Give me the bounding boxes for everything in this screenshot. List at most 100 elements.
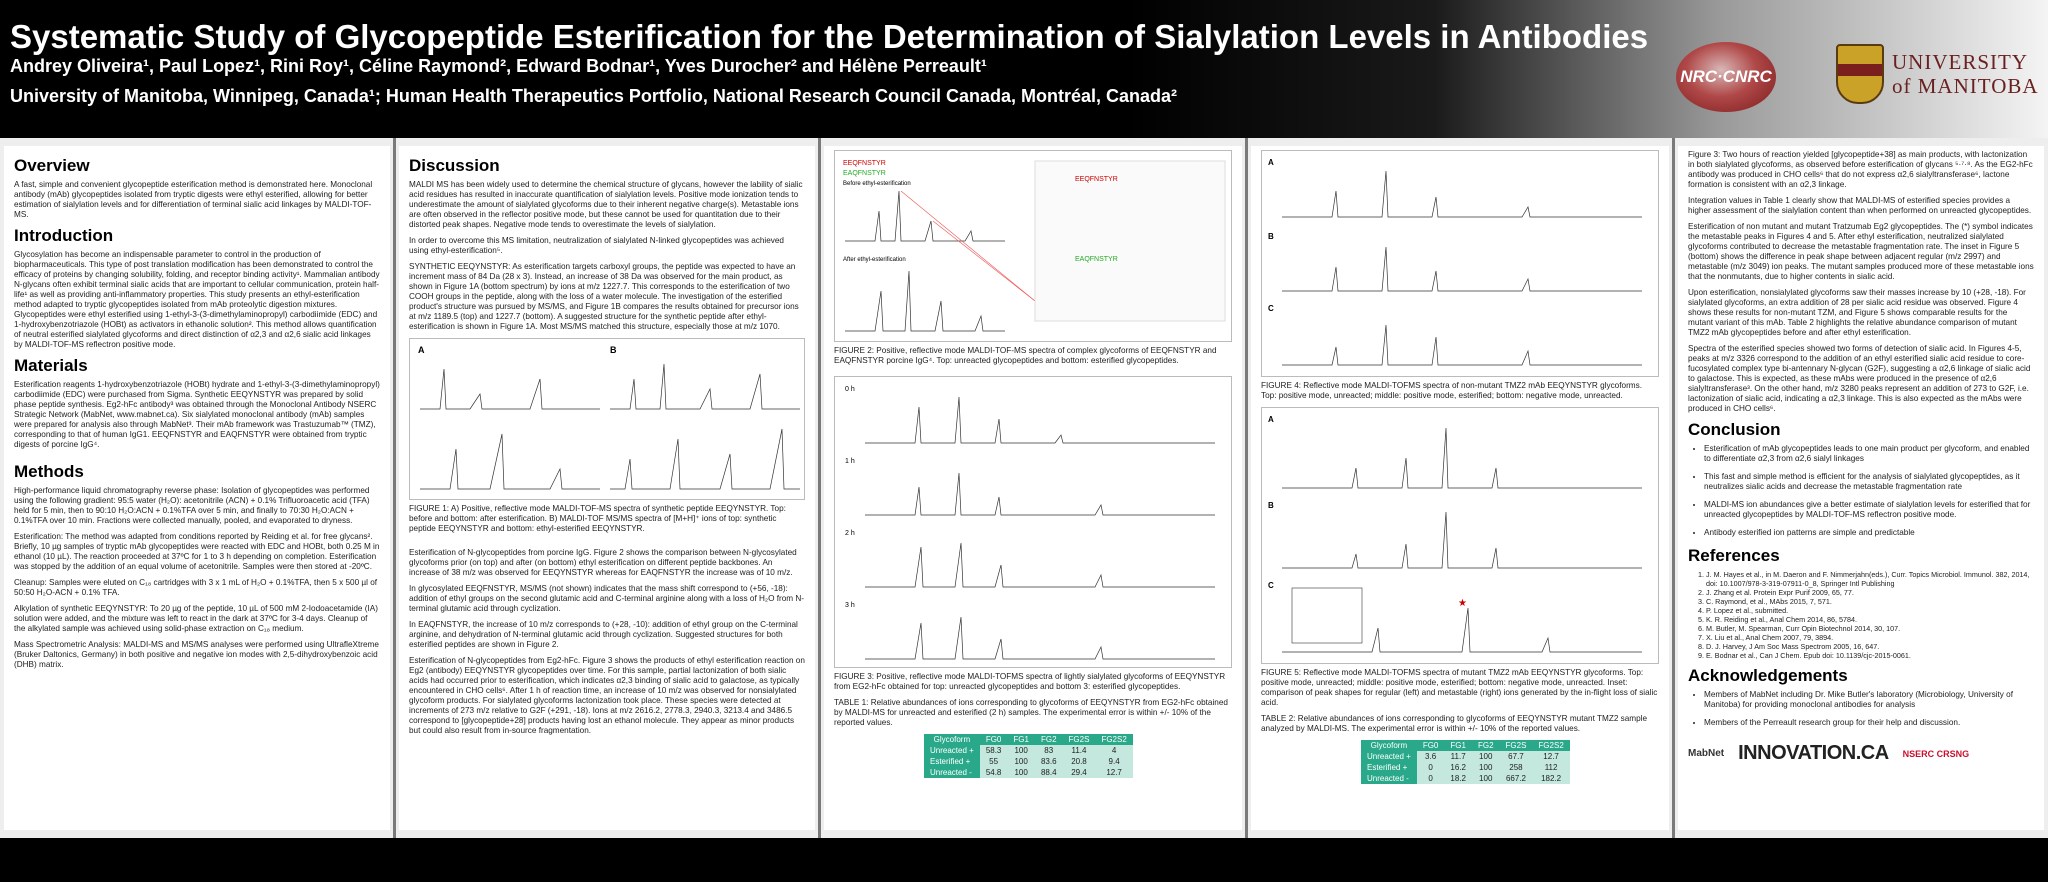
figure-4: A B C: [1261, 150, 1659, 377]
table-cell: 667.2: [1499, 773, 1533, 784]
table-cell: 83: [1034, 745, 1063, 756]
table-header-cell: FG2S: [1499, 740, 1533, 751]
overview-heading: Overview: [14, 156, 90, 175]
table-row: Unreacted -54.8 100 88.4 29.4 12.7: [924, 767, 1133, 778]
figure-3: 0 h 1 h 2 h 3 h: [834, 376, 1232, 668]
fig2-label-3: Before ethyl-esterification: [843, 181, 911, 187]
materials-text: Esterification reagents 1-hydroxybenzotr…: [14, 380, 380, 449]
discussion-text-4: Esterification of N-glycopeptides from p…: [409, 548, 797, 577]
table-cell: 100: [1471, 751, 1500, 762]
figure-5: A B C ★: [1261, 407, 1659, 664]
figure-2-spectra: EEQFNSTYR EAQFNSTYR Before ethyl-esterif…: [843, 160, 1226, 332]
table-header-cell: FG1: [1007, 734, 1035, 745]
table-cell: 9.4: [1095, 756, 1133, 767]
table-header-cell: FG0: [1416, 740, 1445, 751]
methods-text-cleanup: Cleanup: Samples were eluted on C₁₈ cart…: [14, 578, 378, 597]
table-cell: 100: [1007, 767, 1035, 778]
reference-item: M. Butler, M. Spearman, Curr Opin Biotec…: [1706, 624, 2034, 633]
nrc-logo: NRC·CNRC: [1676, 42, 1776, 112]
acknowledgement-item: Members of MabNet including Dr. Mike But…: [1704, 690, 2034, 710]
table-cell: 100: [1007, 756, 1035, 767]
column-2: Discussion MALDI MS has been widely used…: [399, 146, 815, 830]
table-cell: 29.4: [1062, 767, 1096, 778]
svg-text:★: ★: [1458, 598, 1467, 609]
mabnet-logo: MabNet: [1688, 748, 1725, 759]
fig2-label-1: EEQFNSTYR: [843, 160, 886, 167]
table-header-cell: FG2: [1471, 740, 1500, 751]
table-cell: 12.7: [1532, 751, 1570, 762]
discussion-text-5: In glycosylated EEQFNSTYR, MS/MS (not sh…: [409, 584, 805, 613]
table-cell: Unreacted +: [1361, 751, 1417, 762]
methods-text-ms: Mass Spectrometric Analysis: MALDI-MS an…: [14, 640, 379, 669]
discussion-text-7: Esterification of N-glycopeptides from E…: [409, 656, 805, 735]
discussion-text-2: In order to overcome this MS limitation,…: [409, 236, 784, 255]
acknowledgement-item: Members of the Perreault research group …: [1704, 718, 2034, 728]
table-header-row: Glycoform FG0 FG1 FG2 FG2S FG2S2: [1361, 740, 1570, 751]
figure-4-caption: FIGURE 4: Reflective mode MALDI-TOFMS sp…: [1261, 381, 1642, 400]
introduction-text: Glycosylation has become an indispensabl…: [14, 250, 380, 349]
table-cell: 88.4: [1034, 767, 1063, 778]
table-row: Unreacted -0 18.2 100 667.2 182.2: [1361, 773, 1570, 784]
overview-text: A fast, simple and convenient glycopepti…: [14, 180, 373, 219]
svg-text:B: B: [1268, 501, 1274, 510]
figure-1-spectra: A B: [418, 345, 800, 490]
figure-5-caption: FIGURE 5: Reflective mode MALDI-TOFMS sp…: [1261, 668, 1658, 707]
table-cell: 16.2: [1444, 762, 1472, 773]
poster-title: Systematic Study of Glycopeptide Esterif…: [10, 18, 1649, 55]
discussion-text-3: SYNTHETIC EEQYNSTYR: As esterification t…: [409, 262, 799, 331]
table-cell: 11.7: [1444, 751, 1472, 762]
table-cell: 182.2: [1532, 773, 1570, 784]
table-header-cell: FG1: [1444, 740, 1472, 751]
methods-heading: Methods: [14, 462, 84, 481]
figure-3-spectra: 0 h 1 h 2 h 3 h: [845, 386, 1215, 660]
table-cell: 12.7: [1095, 767, 1133, 778]
table-row: Esterified +55 100 83.6 20.8 9.4: [924, 756, 1133, 767]
table-cell: 58.3: [979, 745, 1008, 756]
column-3: EEQFNSTYR EAQFNSTYR Before ethyl-esterif…: [824, 146, 1242, 830]
reference-item: J. M. Hayes et al., in M. Daeron and F. …: [1706, 570, 2034, 588]
sponsor-logos: MabNet INNOVATION.CA NSERC CRSNG: [1688, 742, 2034, 765]
figure-1-caption: FIGURE 1: A) Positive, reflective mode M…: [409, 504, 786, 533]
fig3-time-1h: 1 h: [845, 458, 855, 465]
methods-text-alkylation: Alkylation of synthetic EEQYNSTYR: To 20…: [14, 604, 378, 633]
table-cell: Unreacted +: [924, 745, 980, 756]
acknowledgements-heading: Acknowledgements: [1688, 666, 1848, 685]
svg-text:A: A: [418, 345, 425, 355]
discussion-heading: Discussion: [409, 156, 500, 175]
references-heading: References: [1688, 546, 1780, 565]
table-1-caption: TABLE 1: Relative abundances of ions cor…: [834, 698, 1228, 727]
reference-item: E. Bodnar et al., Can J Chem. Epub doi: …: [1706, 651, 2034, 660]
table-cell: Unreacted -: [1361, 773, 1417, 784]
fig3-time-3h: 3 h: [845, 602, 855, 609]
svg-text:EEQFNSTYR: EEQFNSTYR: [1075, 176, 1118, 183]
table-cell: 100: [1007, 745, 1035, 756]
table-cell: 11.4: [1062, 745, 1096, 756]
table-cell: Unreacted -: [924, 767, 980, 778]
um-logo-line1: UNIVERSITY: [1892, 50, 2028, 74]
conclusion-list: Esterification of mAb glycopeptides lead…: [1688, 444, 2034, 538]
table-cell: 3.6: [1416, 751, 1445, 762]
results-text-5: Spectra of the esterified species showed…: [1688, 344, 2031, 413]
svg-text:A: A: [1268, 415, 1274, 424]
figure-4-spectra: A B C: [1268, 158, 1642, 366]
table-row: Esterified +0 16.2 100 258 112: [1361, 762, 1570, 773]
column-divider: [1672, 138, 1675, 838]
um-crest-icon: [1836, 44, 1884, 104]
column-5: Figure 3: Two hours of reaction yielded …: [1678, 146, 2044, 830]
figure-3-caption: FIGURE 3: Positive, reflective mode MALD…: [834, 672, 1226, 691]
fig2-label-4: After ethyl-esterification: [843, 257, 906, 263]
reference-item: D. J. Harvey, J Am Soc Mass Spectrom 200…: [1706, 642, 2034, 651]
materials-heading: Materials: [14, 356, 88, 375]
table-cell: 0: [1416, 773, 1445, 784]
poster-body: Overview A fast, simple and convenient g…: [0, 138, 2048, 838]
reference-item: C. Raymond, et al., MAbs 2015, 7, 571.: [1706, 597, 2034, 606]
conclusion-item: Antibody esterified ion patterns are sim…: [1704, 528, 2034, 538]
svg-text:C: C: [1268, 581, 1274, 590]
poster-footer: [0, 838, 2048, 882]
references-list: J. M. Hayes et al., in M. Daeron and F. …: [1688, 570, 2034, 660]
table-cell: 54.8: [979, 767, 1008, 778]
author-list: Andrey Oliveira¹, Paul Lopez¹, Rini Roy¹…: [10, 56, 987, 76]
methods-text-esterification: Esterification: The method was adapted f…: [14, 532, 380, 571]
reference-item: X. Liu et al., Anal Chem 2007, 79, 3894.: [1706, 633, 2034, 642]
